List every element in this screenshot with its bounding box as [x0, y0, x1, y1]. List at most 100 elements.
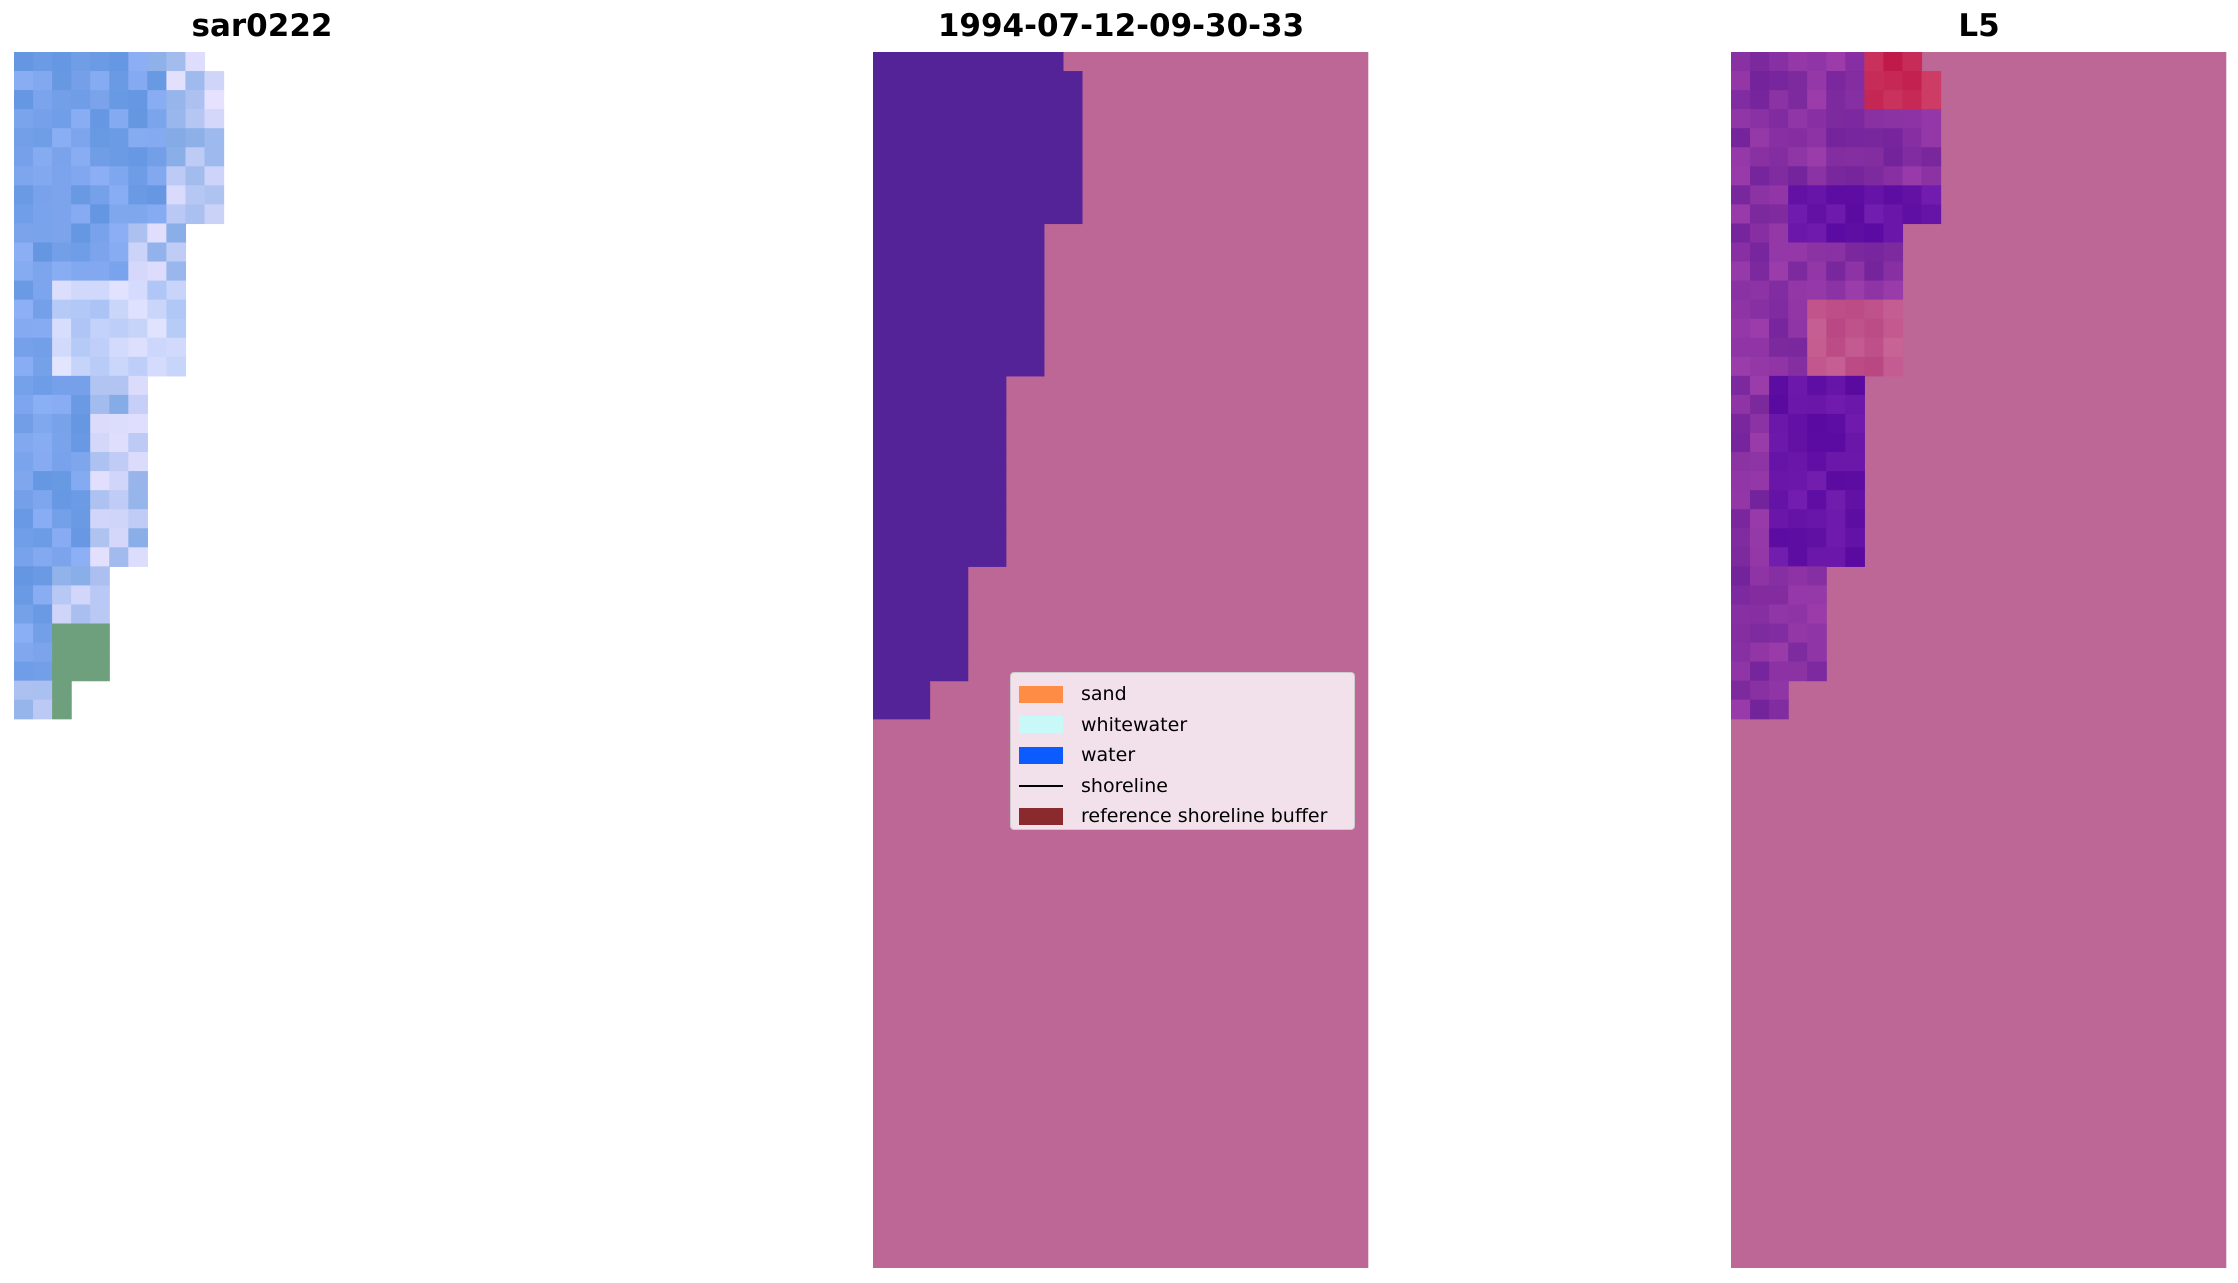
rgb-pixel — [166, 185, 187, 205]
index-pixel — [1731, 699, 1751, 720]
index-pixel — [1826, 147, 1846, 167]
legend-swatch — [1019, 685, 1063, 703]
rgb-pixel — [52, 90, 72, 110]
rgb-pixel — [90, 585, 110, 606]
rgb-pixel — [147, 223, 167, 244]
rgb-pixel — [71, 356, 91, 377]
index-pixel — [1788, 452, 1808, 472]
index-pixel — [1807, 280, 1827, 301]
index-pixel — [1845, 318, 1865, 339]
rgb-pixel — [33, 166, 53, 186]
index-pixel — [1826, 318, 1846, 339]
rgb-pixel — [185, 90, 206, 110]
rgb-pixel — [71, 642, 91, 663]
index-pixel — [1845, 109, 1865, 129]
index-pixel — [1731, 680, 1751, 701]
index-pixel — [1769, 471, 1789, 491]
legend-item-water: water — [1019, 740, 1346, 771]
legend-label: sand — [1081, 683, 1127, 706]
panel-title-date: 1994-07-12-09-30-33 — [937, 8, 1305, 44]
rgb-pixel — [147, 204, 167, 225]
rgb-pixel — [14, 433, 34, 453]
rgb-pixel — [109, 242, 129, 263]
index-pixel — [1731, 280, 1751, 301]
index-pixel — [1750, 204, 1770, 225]
rgb-pixel — [71, 604, 91, 625]
rgb-pixel — [71, 509, 91, 529]
rgb-pixel — [109, 509, 129, 529]
index-pixel — [1769, 509, 1789, 529]
rgb-pixel — [33, 394, 53, 415]
index-pixel — [1807, 337, 1827, 358]
index-pixel — [1769, 699, 1789, 720]
index-pixel — [1731, 166, 1751, 186]
rgb-pixel — [33, 109, 53, 129]
rgb-pixel — [71, 585, 91, 606]
index-pixel — [1731, 452, 1751, 472]
rgb-pixel — [204, 90, 225, 110]
water-class-region — [873, 699, 931, 720]
index-pixel — [1826, 337, 1846, 358]
rgb-pixel — [33, 623, 53, 644]
rgb-pixel — [71, 147, 91, 167]
index-pixel — [1807, 356, 1827, 377]
rgb-pixel — [52, 166, 72, 186]
legend-item-sand: sand — [1019, 679, 1346, 710]
index-pixel — [1826, 109, 1846, 129]
index-pixel — [1750, 661, 1770, 682]
index-pixel — [1788, 433, 1808, 453]
rgb-pixel — [33, 356, 53, 377]
index-pixel — [1750, 280, 1770, 301]
rgb-pixel — [33, 528, 53, 548]
rgb-pixel — [52, 566, 72, 586]
rgb-pixel — [166, 52, 187, 72]
rgb-pixel — [109, 547, 129, 567]
rgb-pixel — [147, 128, 167, 148]
index-pixel — [1845, 299, 1865, 320]
index-pixel — [1731, 661, 1751, 682]
rgb-pixel — [71, 242, 91, 263]
index-pixel — [1731, 52, 1751, 72]
index-pixel — [1883, 71, 1904, 91]
index-pixel — [1921, 147, 1942, 167]
rgb-pixel — [52, 604, 72, 625]
index-pixel — [1826, 547, 1846, 567]
rgb-pixel — [185, 185, 206, 205]
rgb-pixel — [52, 52, 72, 72]
index-pixel — [1864, 185, 1884, 205]
rgb-pixel — [71, 337, 91, 358]
index-pixel — [1921, 128, 1942, 148]
index-pixel — [1864, 71, 1884, 91]
index-pixel — [1731, 642, 1751, 663]
rgb-pixel — [33, 185, 53, 205]
index-pixel — [1807, 128, 1827, 148]
rgb-pixel — [14, 566, 34, 586]
water-class-region — [873, 242, 1045, 263]
index-pixel — [1845, 185, 1865, 205]
rgb-pixel — [128, 452, 148, 472]
index-pixel — [1769, 623, 1789, 644]
index-pixel — [1807, 242, 1827, 263]
rgb-pixel — [109, 280, 129, 301]
rgb-pixel — [52, 185, 72, 205]
index-pixel — [1826, 204, 1846, 225]
rgb-pixel — [52, 413, 72, 434]
index-pixel — [1845, 490, 1865, 510]
index-pixel — [1883, 204, 1904, 225]
index-pixel — [1902, 147, 1923, 167]
index-pixel — [1788, 642, 1808, 663]
rgb-pixel — [185, 109, 206, 129]
rgb-pixel — [109, 528, 129, 548]
index-pixel — [1750, 585, 1770, 606]
index-pixel — [1921, 185, 1942, 205]
index-pixel — [1750, 642, 1770, 663]
index-pixel — [1788, 109, 1808, 129]
index-pixel — [1807, 223, 1827, 244]
index-pixel — [1845, 71, 1865, 91]
rgb-pixel — [71, 185, 91, 205]
rgb-pixel — [90, 547, 110, 567]
index-pixel — [1769, 604, 1789, 625]
rgb-pixel — [52, 433, 72, 453]
rgb-pixel — [52, 623, 72, 644]
rgb-pixel — [128, 280, 148, 301]
